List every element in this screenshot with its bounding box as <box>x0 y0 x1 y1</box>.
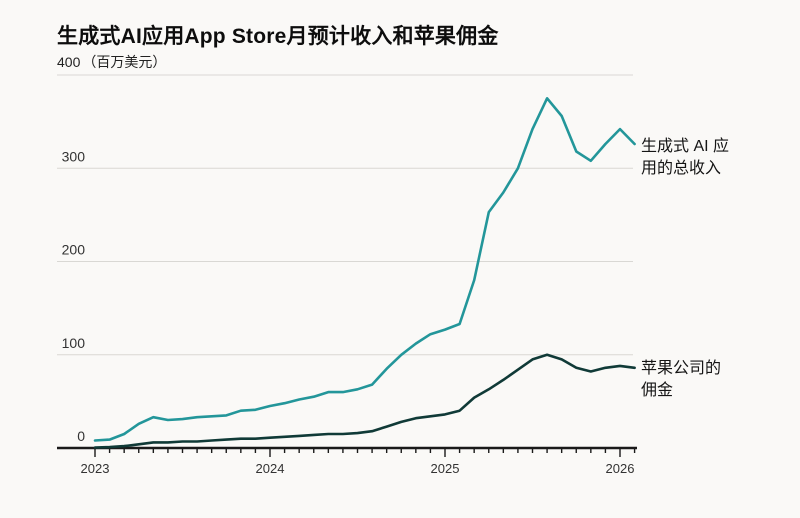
series-label-commission-line2: 佣金 <box>641 382 674 399</box>
y-axis-top-tick: 400 <box>57 54 81 70</box>
x-tick-label-2023: 2023 <box>81 461 110 476</box>
y-tick-label-300: 300 <box>62 148 86 164</box>
revenue-line <box>93 97 636 442</box>
series-label-revenue-line1: 生成式 AI 应 <box>641 138 730 155</box>
y-axis-top-label: 400 （百万美元） <box>57 52 166 72</box>
series-label-revenue-line2: 用的总收入 <box>641 160 722 177</box>
x-tick-label-2024: 2024 <box>256 461 285 476</box>
series-label-commission: 苹果公司的 佣金 <box>641 358 761 402</box>
commission-line <box>93 353 636 449</box>
series-label-commission-line1: 苹果公司的 <box>641 360 722 377</box>
y-axis-unit-label: （百万美元） <box>82 54 167 70</box>
chart-title: 生成式AI应用App Store月预计收入和苹果佣金 <box>57 25 499 48</box>
x-tick-label-2026: 2026 <box>606 461 635 476</box>
series-label-revenue: 生成式 AI 应 用的总收入 <box>641 136 761 180</box>
y-tick-label-0: 0 <box>77 428 85 444</box>
y-tick-label-200: 200 <box>62 242 86 258</box>
y-tick-label-100: 100 <box>62 335 86 351</box>
x-tick-label-2025: 2025 <box>431 461 460 476</box>
